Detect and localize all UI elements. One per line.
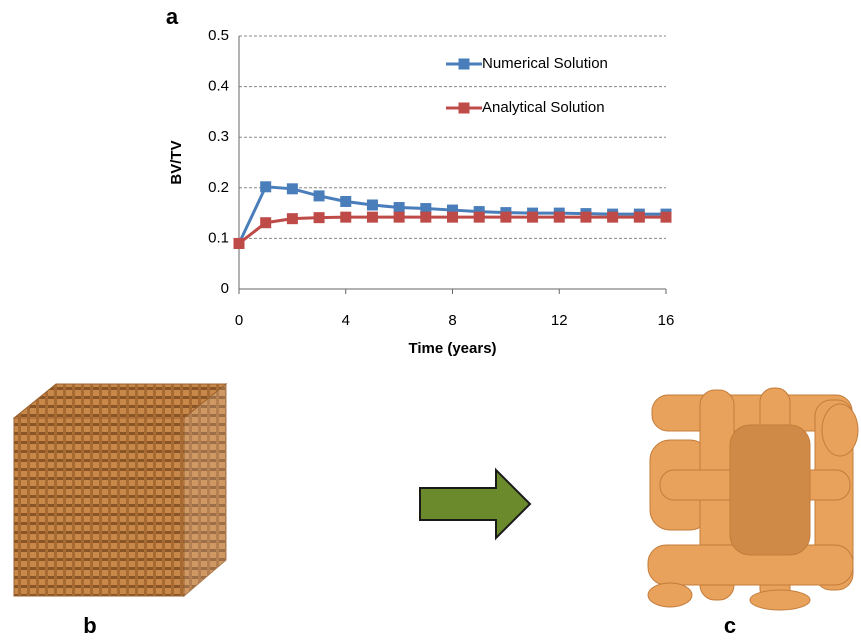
figure: a b c 0 0.1 0.2 0.3 0.4 0.5 0 4 8 12 16 Time (years…	[0, 0, 861, 644]
x-axis-label: Time (years)	[408, 340, 496, 357]
legend-label: Numerical Solution	[482, 55, 608, 72]
x-tick-label: 12	[551, 312, 568, 329]
data-point	[554, 212, 565, 223]
data-point	[367, 200, 378, 211]
data-point	[474, 212, 485, 223]
data-point	[500, 212, 511, 223]
data-point	[634, 212, 645, 223]
arrow	[420, 470, 530, 538]
y-tick-label: 0.3	[208, 128, 229, 145]
data-point	[527, 212, 538, 223]
y-tick-label: 0.1	[208, 229, 229, 246]
legend-marker	[459, 103, 470, 114]
panel-label: c	[724, 613, 736, 638]
bone-structure	[648, 388, 858, 610]
data-point	[287, 183, 298, 194]
data-point	[607, 212, 618, 223]
y-tick-label: 0.4	[208, 78, 229, 95]
data-point	[340, 196, 351, 207]
x-tick-label: 0	[235, 312, 243, 329]
data-point	[661, 212, 672, 223]
y-axis-label: BV/TV	[168, 140, 185, 184]
y-tick-label: 0.5	[208, 27, 229, 44]
x-tick-label: 16	[658, 312, 675, 329]
data-point	[314, 212, 325, 223]
y-tick-label: 0	[221, 280, 229, 297]
legend-label: Analytical Solution	[482, 99, 605, 116]
x-tick-label: 8	[448, 312, 456, 329]
data-point	[260, 181, 271, 192]
data-point	[367, 212, 378, 223]
data-point	[420, 212, 431, 223]
lattice-cube	[14, 384, 226, 596]
data-point	[234, 238, 245, 249]
data-point	[260, 217, 271, 228]
data-point	[447, 212, 458, 223]
panel-label: a	[166, 4, 179, 29]
data-point	[287, 213, 298, 224]
panel-label: b	[83, 613, 96, 638]
data-point	[314, 190, 325, 201]
data-point	[394, 212, 405, 223]
data-point	[340, 212, 351, 223]
y-tick-label: 0.2	[208, 179, 229, 196]
legend-marker	[459, 59, 470, 70]
x-tick-label: 4	[342, 312, 350, 329]
data-point	[394, 202, 405, 213]
data-point	[580, 212, 591, 223]
